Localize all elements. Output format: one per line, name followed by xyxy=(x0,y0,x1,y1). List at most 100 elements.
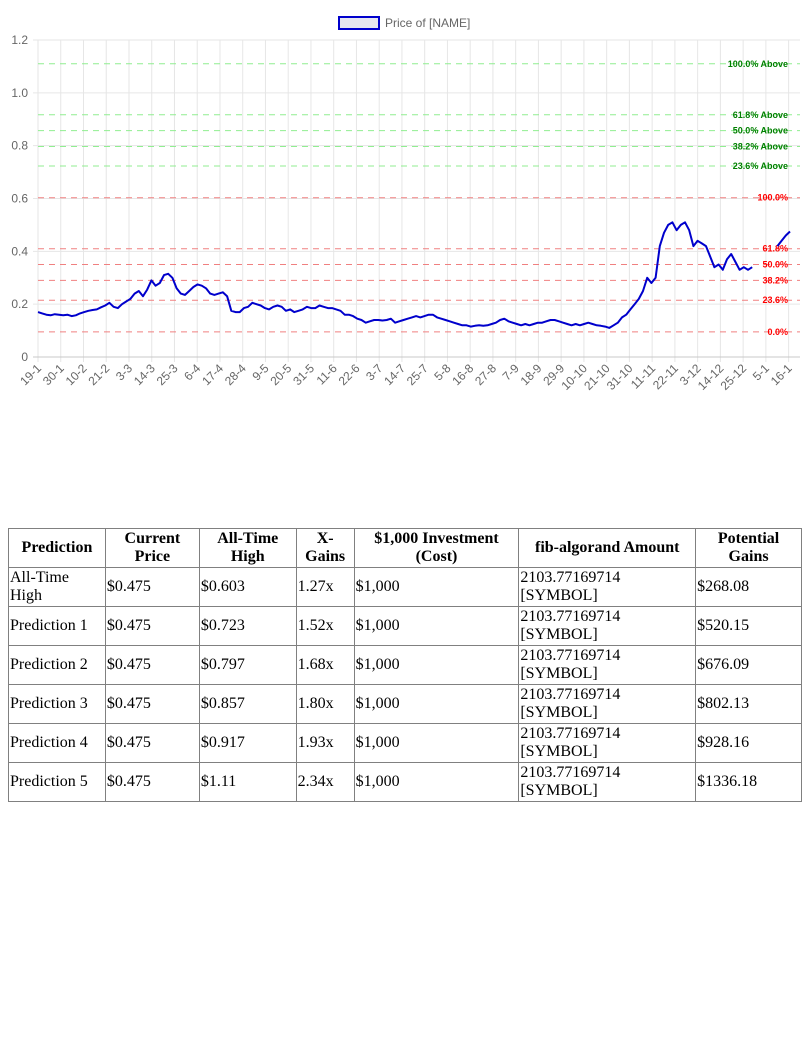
cell-potential-gains: $802.13 xyxy=(695,684,802,724)
table-row: Prediction 5 $0.475 $1.11 2.34x $1,000 2… xyxy=(8,762,802,802)
x-tick-label: 27-8 xyxy=(472,361,499,388)
header-current-price: Current Price xyxy=(104,528,200,568)
cell-x-gains: 2.34x xyxy=(295,762,355,802)
cell-prediction: Prediction 1 xyxy=(8,606,106,646)
cell-x-gains: 1.52x xyxy=(295,606,355,646)
x-tick-label: 21-2 xyxy=(85,361,112,388)
x-tick-label: 31-10 xyxy=(604,361,636,393)
cell-amount: 2103.77169714 [SYMBOL] xyxy=(518,606,697,646)
chart-legend[interactable]: Price of [NAME] xyxy=(338,16,470,30)
fib-level-label: 38.2% xyxy=(762,275,788,285)
fib-level-label: 0.0% xyxy=(767,327,788,337)
cell-x-gains: 1.68x xyxy=(295,645,355,685)
cell-investment: $1,000 xyxy=(353,762,520,802)
cell-current-price: $0.475 xyxy=(104,762,200,802)
table-row: All-Time High $0.475 $0.603 1.27x $1,000… xyxy=(8,567,802,607)
x-tick-label: 14-7 xyxy=(381,361,408,388)
x-tick-label: 30-1 xyxy=(40,361,67,388)
cell-amount: 2103.77169714 [SYMBOL] xyxy=(518,567,697,607)
y-tick-label: 0.8 xyxy=(11,139,28,153)
x-tick-label: 10-2 xyxy=(63,361,90,388)
fib-level-label: 23.6% xyxy=(762,295,788,305)
x-tick-label: 22-11 xyxy=(650,361,681,392)
cell-current-price: $0.475 xyxy=(104,606,200,646)
grid-layer xyxy=(33,39,800,362)
fib-level-label: 100.0% xyxy=(757,193,788,203)
cell-potential-gains: $520.15 xyxy=(695,606,802,646)
y-tick-label: 0.6 xyxy=(11,192,28,206)
x-tick-label: 28-4 xyxy=(222,361,249,388)
cell-prediction: Prediction 4 xyxy=(8,723,106,763)
x-tick-label: 20-5 xyxy=(267,361,294,388)
header-amount: fib-algorand Amount xyxy=(518,528,697,568)
y-tick-label: 0.4 xyxy=(11,244,28,258)
cell-potential-gains: $928.16 xyxy=(695,723,802,763)
table-row: Prediction 4 $0.475 $0.917 1.93x $1,000 … xyxy=(8,723,802,763)
cell-x-gains: 1.27x xyxy=(295,567,355,607)
x-tick-label: 25-7 xyxy=(404,361,431,388)
header-all-time-high: All-Time High xyxy=(198,528,297,568)
cell-potential-gains: $268.08 xyxy=(695,567,802,607)
price-line-tail xyxy=(776,230,791,247)
header-investment: $1,000 Investment (Cost) xyxy=(353,528,520,568)
cell-target-price: $1.11 xyxy=(198,762,297,802)
x-tick-label: 31-5 xyxy=(290,361,317,388)
cell-investment: $1,000 xyxy=(353,723,520,763)
cell-potential-gains: $676.09 xyxy=(695,645,802,685)
fib-level-label: 61.8% xyxy=(762,244,788,254)
table-header-row: Prediction Current Price All-Time High X… xyxy=(8,528,802,568)
table-row: Prediction 1 $0.475 $0.723 1.52x $1,000 … xyxy=(8,606,802,646)
x-tick-label: 11-6 xyxy=(314,361,340,387)
cell-amount: 2103.77169714 [SYMBOL] xyxy=(518,762,697,802)
cell-prediction: All-Time High xyxy=(8,567,106,607)
cell-current-price: $0.475 xyxy=(104,723,200,763)
cell-target-price: $0.723 xyxy=(198,606,297,646)
cell-current-price: $0.475 xyxy=(104,684,200,724)
cell-amount: 2103.77169714 [SYMBOL] xyxy=(518,723,697,763)
series-layer xyxy=(37,221,791,329)
header-x-gains: X-Gains xyxy=(295,528,355,568)
cell-prediction: Prediction 2 xyxy=(8,645,106,685)
cell-amount: 2103.77169714 [SYMBOL] xyxy=(518,684,697,724)
header-potential-gains: Potential Gains xyxy=(695,528,802,568)
fib-level-label: 50.0% xyxy=(762,260,788,270)
cell-investment: $1,000 xyxy=(353,606,520,646)
x-tick-label: 18-9 xyxy=(518,361,545,388)
cell-prediction: Prediction 3 xyxy=(8,684,106,724)
x-tick-label: 19-1 xyxy=(17,361,44,388)
fib-levels: 100.0% Above 61.8% Above 50.0% Above 38.2% … xyxy=(38,59,800,337)
x-tick-label: 14-3 xyxy=(131,361,158,388)
y-tick-label: 0.2 xyxy=(11,297,28,311)
price-line xyxy=(37,221,753,329)
cell-prediction: Prediction 5 xyxy=(8,762,106,802)
x-tick-label: 17-4 xyxy=(199,361,226,388)
cell-target-price: $0.917 xyxy=(198,723,297,763)
cell-x-gains: 1.93x xyxy=(295,723,355,763)
legend-swatch[interactable] xyxy=(338,16,380,30)
price-chart: 100.0% Above 61.8% Above 50.0% Above 38.2% … xyxy=(0,0,810,420)
cell-target-price: $0.797 xyxy=(198,645,297,685)
fib-level-label: 61.8% Above xyxy=(733,110,788,120)
cell-investment: $1,000 xyxy=(353,684,520,724)
y-tick-label: 0 xyxy=(21,350,28,364)
cell-x-gains: 1.80x xyxy=(295,684,355,724)
x-tick-label: 16-1 xyxy=(768,361,795,388)
x-tick-label: 25-3 xyxy=(154,361,181,388)
prediction-table: Prediction Current Price All-Time High X… xyxy=(8,528,802,802)
cell-target-price: $0.603 xyxy=(198,567,297,607)
fib-level-label: 50.0% Above xyxy=(733,126,788,136)
chart-svg: 100.0% Above 61.8% Above 50.0% Above 38.2% … xyxy=(11,16,800,393)
cell-current-price: $0.475 xyxy=(104,567,200,607)
cell-target-price: $0.857 xyxy=(198,684,297,724)
x-tick-label: 16-8 xyxy=(449,361,476,388)
cell-potential-gains: $1336.18 xyxy=(695,762,802,802)
fib-level-label: 23.6% Above xyxy=(733,161,788,171)
y-tick-label: 1.0 xyxy=(11,86,28,100)
x-tick-label: 25-12 xyxy=(718,361,750,393)
cell-investment: $1,000 xyxy=(353,567,520,607)
table-row: Prediction 3 $0.475 $0.857 1.80x $1,000 … xyxy=(8,684,802,724)
cell-amount: 2103.77169714 [SYMBOL] xyxy=(518,645,697,685)
fib-level-label: 38.2% Above xyxy=(733,141,788,151)
legend-label[interactable]: Price of [NAME] xyxy=(385,16,470,30)
fib-level-label: 100.0% Above xyxy=(728,59,788,69)
